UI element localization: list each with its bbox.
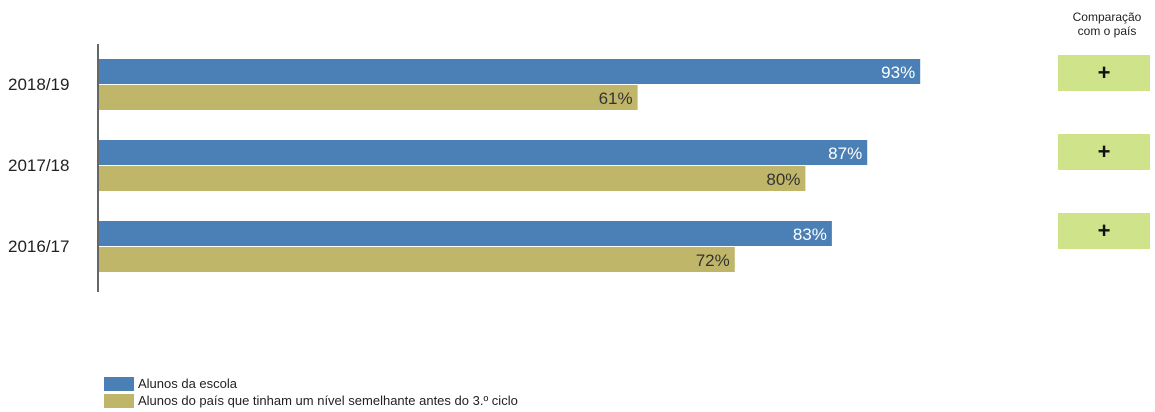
data-label-country-2018-19: 61% [599,89,633,108]
data-label-school-2017-18: 87% [828,144,862,163]
bar-chart: 2018/19 93% 61% 2017/18 87% 80% 2016/17 83% 72% [8,44,921,292]
comparison-box-2016-17: + [1058,213,1150,249]
legend-label-country: Alunos do país que tinham um nível semel… [138,393,518,408]
data-label-school-2016-17: 83% [793,225,827,244]
data-label-country-2017-18: 80% [766,170,800,189]
bar-school-2018-19 [99,59,921,84]
comparison-header-line1: Comparação [1072,10,1142,24]
category-label-2018-19: 2018/19 [8,75,69,94]
comparison-box-2018-19: + [1058,55,1150,91]
legend-item-school: Alunos da escola [104,375,518,392]
comparison-sign: + [1097,60,1111,85]
bar-school-2017-18 [99,140,868,165]
legend-item-country: Alunos do país que tinham um nível semel… [104,392,518,409]
bar-school-2016-17 [99,221,832,246]
bar-country-2017-18 [99,166,806,191]
legend-swatch-country [104,393,134,408]
comparison-box-2017-18: + [1058,134,1150,170]
comparison-sign: + [1097,139,1111,164]
legend: Alunos da escola Alunos do país que tinh… [104,375,518,409]
bar-country-2016-17 [99,247,735,272]
legend-swatch-school [104,376,134,391]
comparison-header: Comparação com o país [1052,10,1155,38]
data-label-country-2016-17: 72% [696,251,730,270]
category-label-2016-17: 2016/17 [8,237,69,256]
comparison-sign: + [1097,218,1111,243]
bar-country-2018-19 [99,85,638,110]
legend-label-school: Alunos da escola [138,376,238,391]
category-label-2017-18: 2017/18 [8,156,69,175]
comparison-header-line2: com o país [1077,24,1137,38]
data-label-school-2018-19: 93% [881,63,915,82]
